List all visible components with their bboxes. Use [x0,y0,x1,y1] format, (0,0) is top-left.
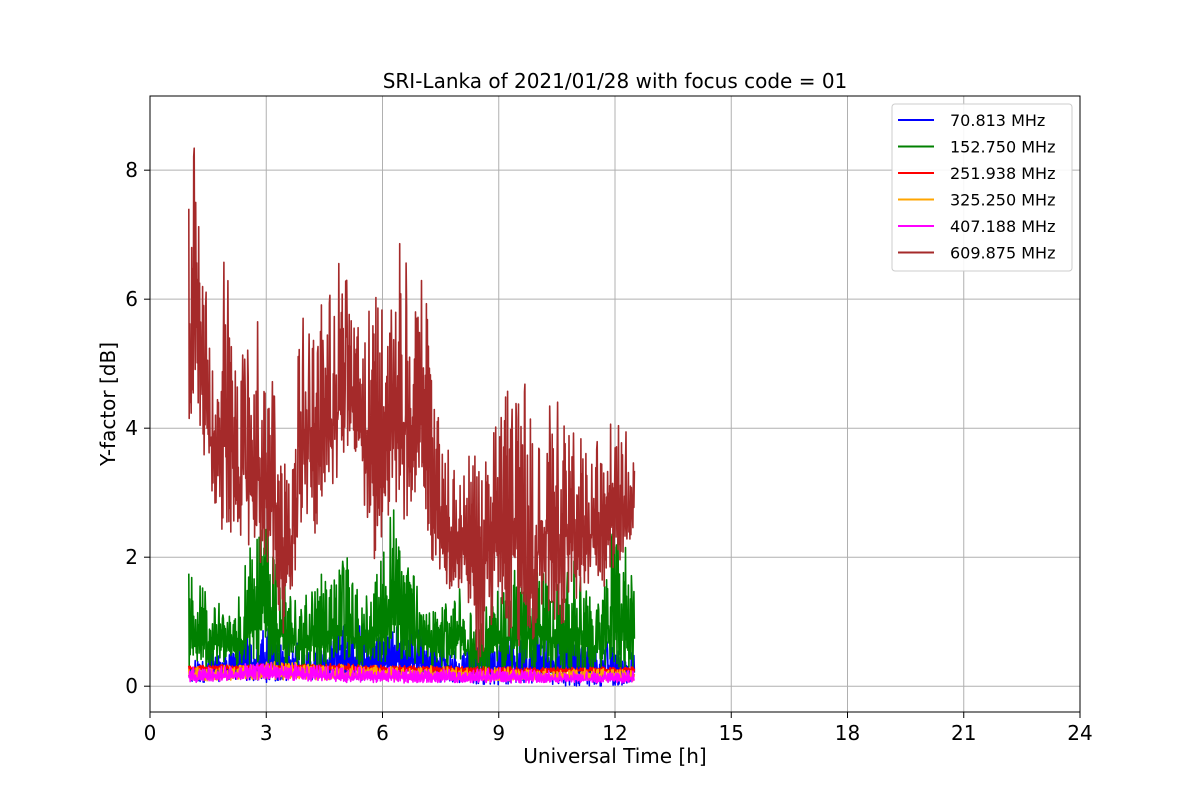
legend-label-5: 609.875 MHz [950,244,1055,263]
y-axis-label: Y-factor [dB] [96,342,120,467]
legend-label-4: 407.188 MHz [950,217,1055,236]
y-tick-label: 6 [125,287,138,311]
legend-label-0: 70.813 MHz [950,111,1045,130]
x-tick-label: 0 [144,721,157,745]
y-tick-label: 0 [125,674,138,698]
legend: 70.813 MHz 152.750 MHz 251.938 MHz 325.250 … [891,103,1073,272]
series-layer [188,147,636,687]
x-tick-label: 15 [719,721,744,745]
x-tick-label: 12 [602,721,627,745]
legend-label-1: 152.750 MHz [950,138,1055,157]
x-tick-label: 9 [492,721,505,745]
series-line-1 [188,509,636,677]
series-line-5 [188,147,636,663]
x-tick-label: 3 [260,721,273,745]
x-tick-label: 21 [951,721,976,745]
y-tick-label: 8 [125,158,138,182]
x-tick-label: 18 [835,721,860,745]
legend-label-3: 325.250 MHz [950,191,1055,210]
x-axis-label: Universal Time [h] [523,744,706,768]
series-line-4 [188,662,636,684]
chart-title: SRI-Lanka of 2021/01/28 with focus code … [383,69,848,93]
legend-label-2: 251.938 MHz [950,164,1055,183]
x-tick-label: 24 [1067,721,1092,745]
legend-box [891,103,1073,272]
x-tick-label: 6 [376,721,389,745]
y-tick-label: 4 [125,416,138,440]
y-tick-label: 2 [125,545,138,569]
